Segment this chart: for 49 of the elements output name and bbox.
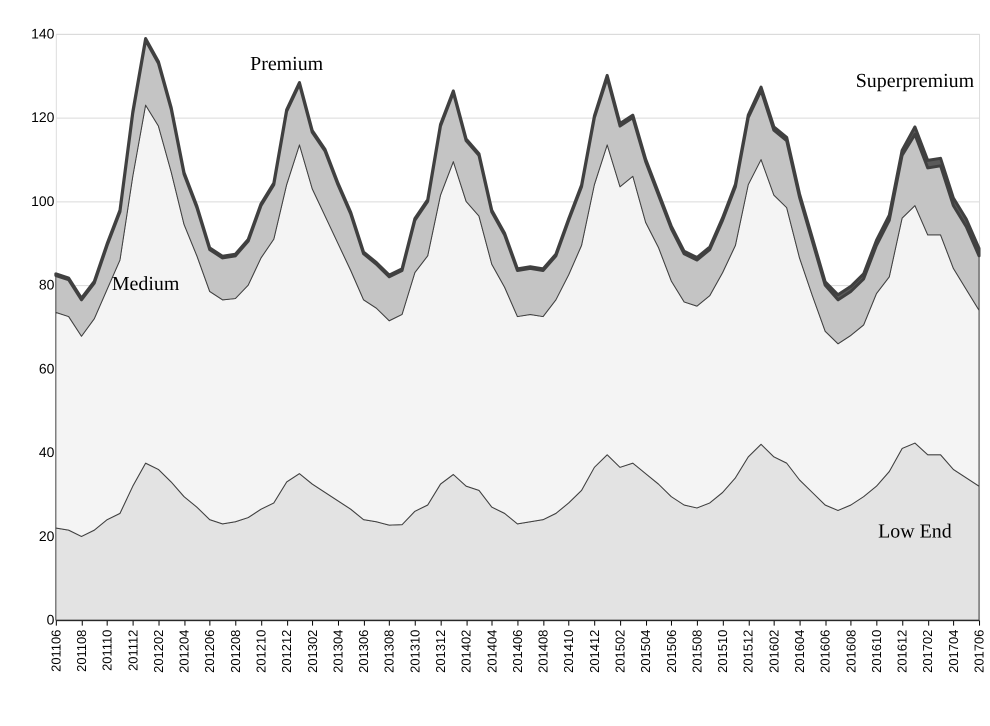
y-tick-label: 140 <box>31 25 55 42</box>
series-label: Medium <box>112 273 180 296</box>
x-tick-label: 201608 <box>843 630 858 673</box>
x-tick-label: 201412 <box>586 630 602 673</box>
x-tick-label: 201212 <box>279 630 294 673</box>
x-tick-label: 201106 <box>48 630 64 672</box>
x-tick-label: 201108 <box>74 630 89 672</box>
x-tick-label: 201506 <box>664 630 679 673</box>
x-tick-label: 201206 <box>202 630 218 673</box>
x-tick-label: 201508 <box>689 630 704 673</box>
x-tick-label: 201504 <box>638 630 654 673</box>
x-tick-label: 201408 <box>536 630 551 673</box>
x-tick-label: 201602 <box>766 630 782 673</box>
x-tick-label: 201512 <box>740 630 756 673</box>
x-tick-label: 201202 <box>150 630 166 673</box>
x-tick-label: 201208 <box>228 630 243 673</box>
x-tick-label: 201110 <box>100 630 115 671</box>
x-tick-label: 201304 <box>330 630 346 673</box>
x-tick-label: 201306 <box>356 630 372 673</box>
x-tick-label: 201204 <box>176 630 192 673</box>
x-tick-label: 201612 <box>894 630 910 673</box>
x-tick-label: 201402 <box>458 630 474 673</box>
y-tick-label: 40 <box>38 444 55 460</box>
series-label: Low End <box>878 520 952 543</box>
x-tick-label: 201308 <box>382 630 397 673</box>
y-tick-label: 80 <box>38 276 55 293</box>
x-tick-label: 201706 <box>972 630 987 673</box>
series-label: Premium <box>250 52 324 75</box>
y-tick-label: 0 <box>46 612 55 628</box>
x-tick-label: 201112 <box>125 630 140 671</box>
x-tick-label: 201210 <box>253 630 268 673</box>
x-tick-label: 201610 <box>868 630 884 673</box>
x-tick-label: 201704 <box>946 630 961 673</box>
x-tick-label: 201604 <box>792 630 808 673</box>
x-tick-label: 201310 <box>407 630 422 673</box>
x-tick-label: 201404 <box>484 630 500 673</box>
x-tick-label: 201302 <box>304 630 320 673</box>
y-tick-label: 100 <box>31 192 55 209</box>
x-tick-label: 201606 <box>818 630 833 673</box>
y-tick-label: 20 <box>38 528 55 544</box>
x-tick-label: 201410 <box>561 630 576 673</box>
x-tick-label: 201502 <box>612 630 628 673</box>
text: Superpremium <box>856 70 975 92</box>
x-tick-label: 201406 <box>510 630 525 673</box>
x-tick-label: 201510 <box>715 630 730 673</box>
x-tick-label: 201702 <box>920 630 936 673</box>
y-tick-label: 60 <box>38 360 55 376</box>
x-tick-label: 201312 <box>432 630 448 673</box>
y-tick-label: 120 <box>31 109 55 126</box>
